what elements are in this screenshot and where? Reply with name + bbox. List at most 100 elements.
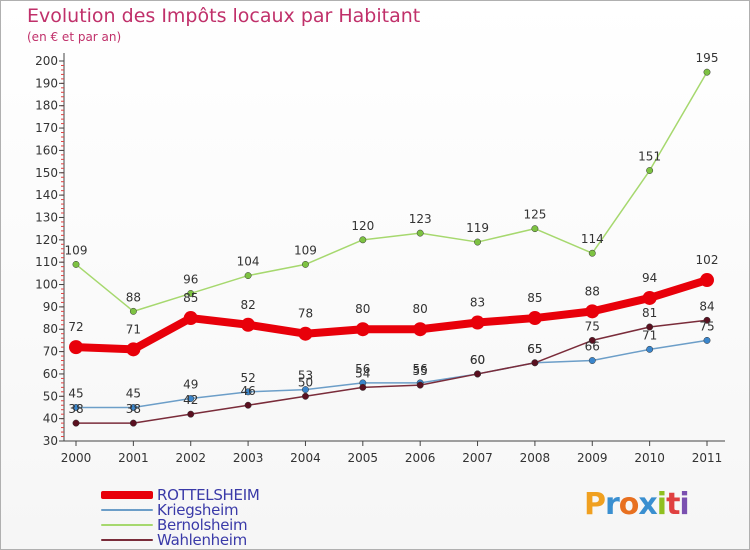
y-tick-label: 120 [35, 233, 58, 247]
data-label: 56 [413, 362, 428, 376]
data-label: 72 [68, 320, 83, 334]
x-tick-label: 2000 [61, 451, 92, 465]
legend-item: ROTTELSHEIM [101, 485, 260, 504]
series-line [75, 339, 708, 409]
data-label: 109 [65, 243, 88, 257]
data-label: 71 [126, 322, 141, 336]
data-point [359, 236, 367, 244]
x-tick-label: 2005 [348, 451, 379, 465]
data-label: 120 [351, 219, 374, 233]
data-label: 78 [298, 307, 313, 321]
data-point [703, 68, 711, 76]
data-label: 65 [527, 342, 542, 356]
data-label: 60 [470, 353, 485, 367]
data-point [359, 383, 367, 391]
legend-item: Wahlenheim [101, 531, 259, 549]
data-point [244, 388, 252, 396]
data-point [72, 260, 80, 268]
y-tick-label: 140 [35, 188, 58, 202]
data-point [531, 225, 539, 233]
legend-swatch [101, 523, 153, 526]
x-tick-label: 2011 [692, 451, 723, 465]
y-tick-label: 200 [35, 54, 58, 68]
data-label: 151 [638, 150, 661, 164]
data-point [129, 419, 137, 427]
data-label: 42 [183, 393, 198, 407]
data-label: 65 [527, 342, 542, 356]
x-tick-label: 2003 [233, 451, 264, 465]
data-label: 88 [126, 290, 141, 304]
data-label: 75 [699, 319, 714, 333]
y-tick-label: 40 [43, 412, 58, 426]
data-point [69, 340, 83, 355]
data-point [244, 272, 252, 280]
data-label: 88 [585, 284, 600, 298]
y-tick-label: 60 [43, 367, 58, 381]
y-tick-label: 170 [35, 121, 58, 135]
legend-swatch [101, 490, 153, 499]
data-point [474, 370, 481, 378]
data-label: 85 [527, 291, 542, 305]
data-label: 38 [68, 402, 83, 416]
x-tick-label: 2008 [520, 451, 551, 465]
data-label: 85 [183, 291, 198, 305]
y-tick-label: 150 [35, 166, 58, 180]
data-label: 195 [696, 51, 719, 65]
data-label: 104 [237, 255, 260, 269]
x-tick-label: 2004 [290, 451, 321, 465]
chart-subtitle: (en € et par an) [27, 30, 122, 44]
logo-letter: i [679, 487, 689, 522]
y-tick-label: 130 [35, 210, 58, 224]
data-label: 84 [699, 299, 714, 313]
data-label: 75 [585, 319, 600, 333]
data-label: 80 [413, 302, 428, 316]
data-point [700, 273, 714, 288]
data-point [244, 401, 252, 409]
data-point [302, 386, 309, 394]
logo-letter: o [618, 487, 640, 522]
logo-letter: x [638, 487, 657, 522]
x-tick-label: 2009 [577, 451, 608, 465]
data-label: 53 [298, 369, 313, 383]
y-tick-label: 90 [43, 300, 58, 314]
data-label: 125 [523, 208, 546, 222]
data-point [302, 392, 309, 400]
data-point [470, 315, 485, 330]
x-tick-label: 2007 [462, 451, 493, 465]
y-tick-label: 110 [35, 255, 58, 269]
y-tick-label: 190 [35, 76, 58, 90]
data-label: 96 [183, 272, 198, 286]
data-label: 102 [696, 253, 719, 267]
data-point [298, 326, 313, 341]
data-point [416, 229, 424, 237]
series-line [72, 276, 711, 354]
data-label: 71 [642, 328, 657, 342]
proxiti-logo: Proxiti [584, 487, 690, 522]
data-point [642, 290, 657, 305]
data-point [302, 260, 309, 268]
series-line [75, 319, 708, 424]
data-label: 54 [355, 366, 370, 380]
data-point [72, 419, 80, 427]
legend-label: ROTTELSHEIM [157, 485, 260, 504]
data-point [187, 395, 195, 402]
y-tick-label: 30 [43, 434, 58, 448]
data-point [126, 342, 141, 357]
data-label: 94 [642, 271, 657, 285]
data-label: 80 [355, 302, 370, 316]
legend-item: Bernolsheim [101, 516, 259, 534]
data-label: 83 [470, 296, 485, 310]
data-label: 50 [298, 375, 313, 389]
data-point [72, 404, 80, 411]
x-tick-label: 2002 [175, 451, 206, 465]
data-point [646, 345, 654, 353]
data-label: 45 [68, 386, 83, 400]
data-point [531, 359, 539, 367]
logo-letter: P [584, 487, 606, 522]
data-point [355, 322, 370, 337]
x-tick-label: 2001 [118, 451, 149, 465]
data-point [413, 322, 428, 337]
data-label: 52 [240, 371, 255, 385]
logo-letter: i [656, 487, 667, 522]
